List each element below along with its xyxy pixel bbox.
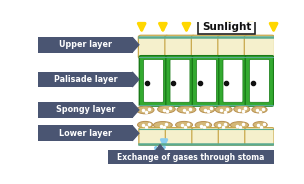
FancyBboxPatch shape (192, 128, 221, 145)
Ellipse shape (214, 121, 230, 128)
FancyBboxPatch shape (191, 35, 222, 59)
FancyBboxPatch shape (39, 37, 133, 53)
Ellipse shape (177, 106, 196, 113)
FancyBboxPatch shape (138, 35, 169, 59)
FancyBboxPatch shape (166, 56, 194, 106)
Polygon shape (132, 72, 139, 87)
Ellipse shape (176, 121, 192, 128)
FancyBboxPatch shape (219, 56, 247, 106)
FancyBboxPatch shape (39, 72, 133, 87)
Ellipse shape (253, 122, 267, 128)
FancyBboxPatch shape (165, 128, 195, 145)
FancyBboxPatch shape (165, 35, 195, 59)
FancyBboxPatch shape (218, 35, 248, 59)
Ellipse shape (157, 106, 175, 113)
FancyBboxPatch shape (39, 102, 133, 118)
Ellipse shape (137, 121, 153, 128)
Text: Palisade layer: Palisade layer (54, 75, 118, 84)
FancyBboxPatch shape (192, 56, 221, 106)
FancyBboxPatch shape (143, 59, 164, 102)
FancyBboxPatch shape (108, 150, 274, 164)
FancyBboxPatch shape (139, 56, 168, 106)
Text: Exchange of gases through stoma: Exchange of gases through stoma (117, 153, 265, 162)
Polygon shape (132, 126, 139, 141)
Polygon shape (132, 37, 139, 52)
FancyBboxPatch shape (198, 20, 255, 34)
FancyBboxPatch shape (245, 56, 274, 106)
Polygon shape (132, 102, 139, 117)
FancyBboxPatch shape (245, 128, 274, 145)
Ellipse shape (154, 122, 172, 129)
FancyBboxPatch shape (244, 35, 275, 59)
FancyBboxPatch shape (170, 59, 190, 102)
FancyBboxPatch shape (139, 128, 168, 145)
Text: Spongy layer: Spongy layer (56, 105, 116, 114)
Text: Upper layer: Upper layer (59, 40, 112, 49)
Ellipse shape (215, 106, 232, 113)
Ellipse shape (195, 122, 212, 129)
FancyBboxPatch shape (218, 128, 247, 145)
FancyBboxPatch shape (250, 59, 269, 102)
Ellipse shape (199, 106, 215, 113)
FancyBboxPatch shape (223, 59, 243, 102)
Text: Sunlight: Sunlight (202, 22, 251, 32)
Polygon shape (156, 145, 164, 150)
FancyBboxPatch shape (196, 59, 216, 102)
Text: Lower layer: Lower layer (59, 129, 112, 138)
FancyBboxPatch shape (39, 125, 133, 141)
Ellipse shape (230, 122, 249, 128)
Ellipse shape (234, 106, 250, 113)
Ellipse shape (136, 106, 154, 114)
Ellipse shape (252, 106, 267, 113)
